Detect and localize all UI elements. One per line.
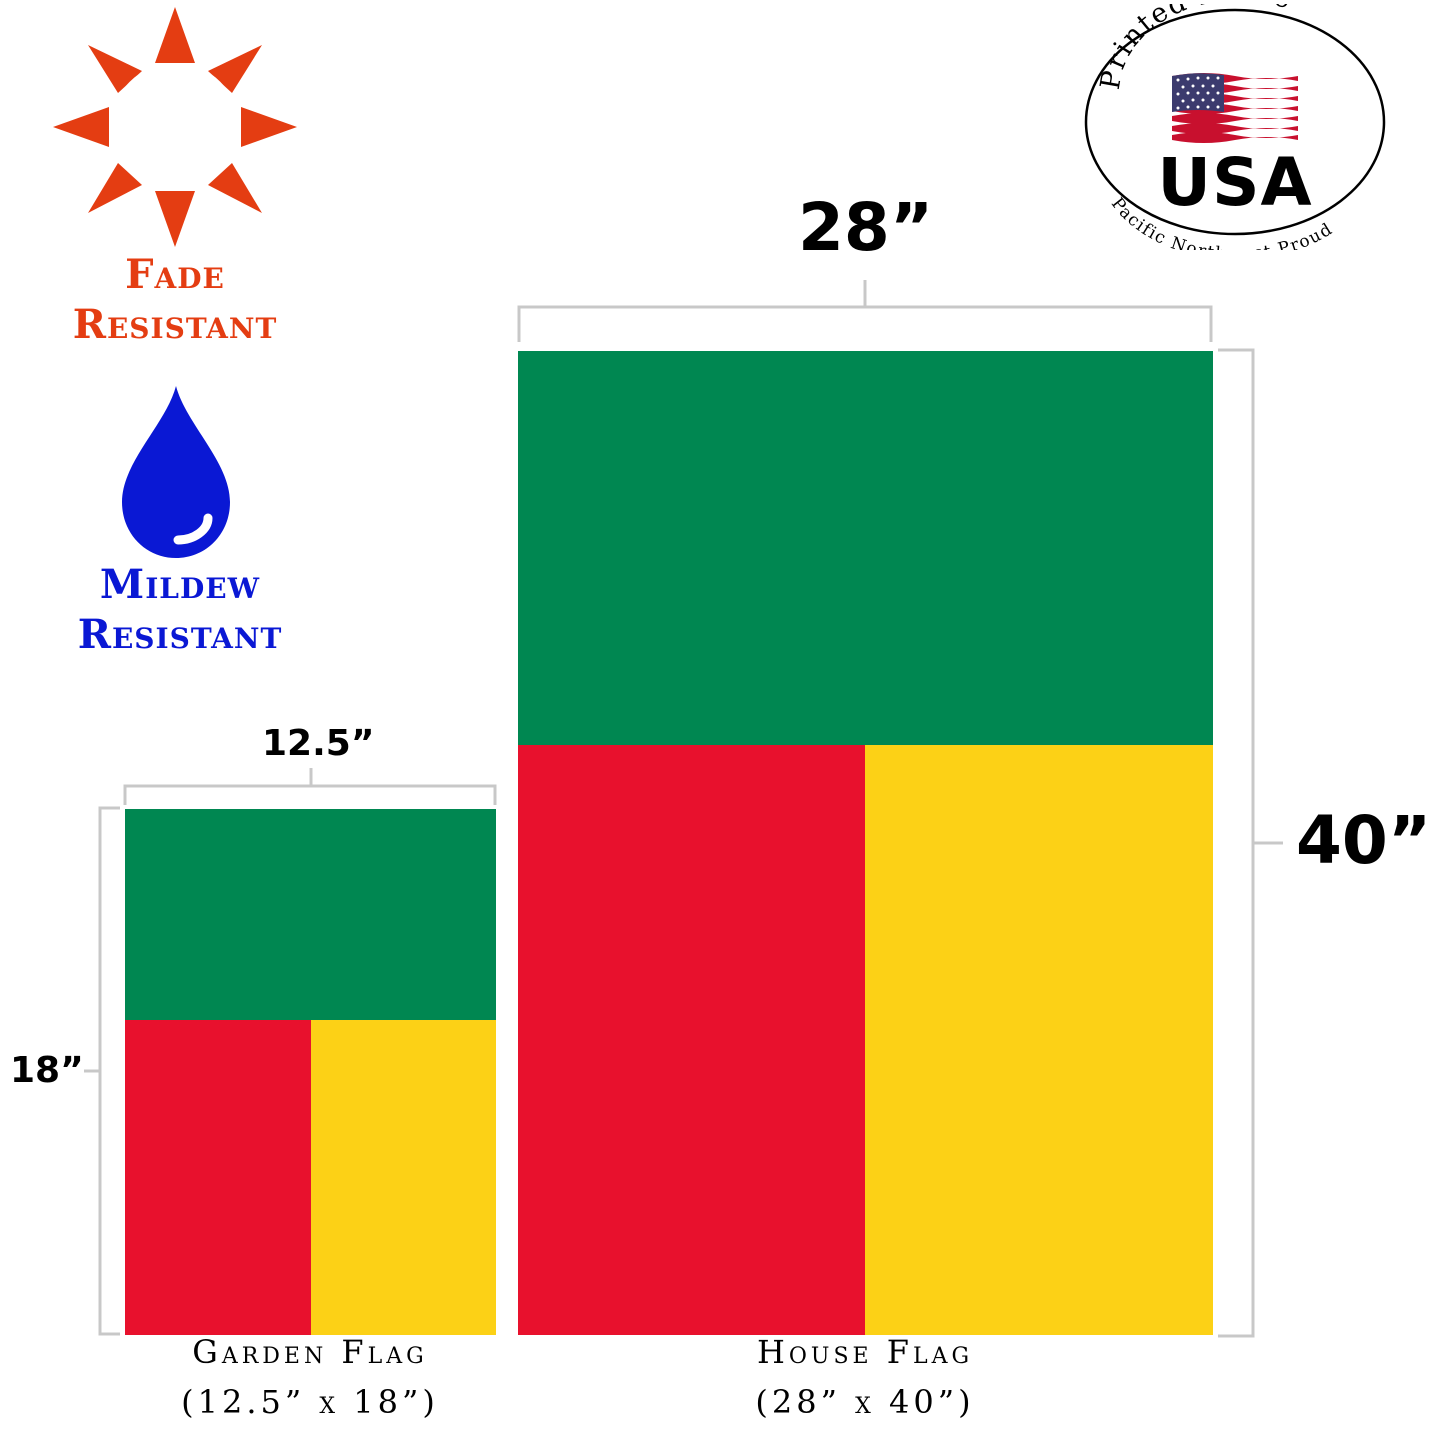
- house-flag-size-caption: (28” x 40”): [755, 1383, 975, 1421]
- garden-width-bracket: [123, 784, 497, 805]
- water-drop-icon: [122, 386, 230, 558]
- house-flag-yellow-band: [865, 745, 1213, 1335]
- house-height-label: 40”: [1296, 802, 1432, 879]
- house-width-bracket: [517, 305, 1213, 342]
- fade-resistant-label: Resistant: [72, 301, 278, 348]
- mildew-resistant-label: Resistant: [77, 611, 283, 658]
- garden-height-label: 18”: [10, 1050, 84, 1091]
- garden-flag-caption: Garden Flag: [192, 1333, 428, 1371]
- fade-label: Fade: [125, 251, 225, 298]
- garden-height-bracket: [98, 806, 120, 1336]
- garden-flag-yellow-band: [311, 1020, 496, 1335]
- house-flag-green-band: [518, 351, 1213, 745]
- house-height-bracket: [1218, 348, 1255, 1338]
- garden-flag-size-caption: (12.5” x 18”): [181, 1383, 439, 1421]
- house-flag-caption: House Flag: [756, 1333, 974, 1371]
- mildew-label: Mildew: [99, 561, 261, 608]
- seal-usa-text: USA: [1157, 144, 1313, 221]
- garden-flag-red-band: [125, 1020, 311, 1335]
- house-flag-red-band: [518, 745, 865, 1335]
- us-flag-icon: [1172, 73, 1298, 143]
- garden-flag-green-band: [125, 809, 496, 1020]
- garden-width-label: 12.5”: [262, 723, 375, 764]
- sun-icon: [53, 7, 297, 247]
- house-width-label: 28”: [798, 189, 934, 266]
